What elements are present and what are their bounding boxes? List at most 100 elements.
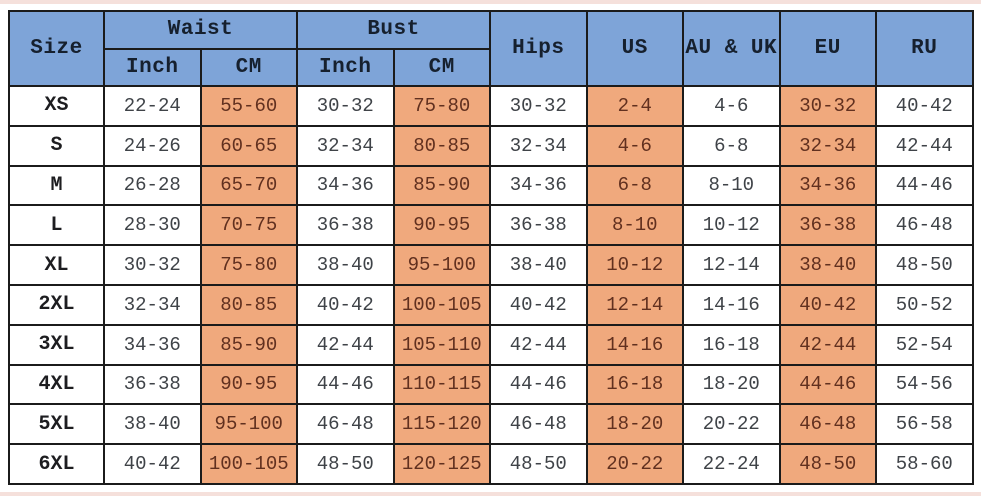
bust-inch-value: 36-38 — [296, 204, 395, 247]
header-bust-cm: CM — [392, 47, 492, 87]
au-uk-size-value: 22-24 — [682, 443, 781, 485]
bust-inch-value: 32-34 — [296, 124, 395, 167]
eu-size-value: 32-34 — [778, 124, 878, 167]
table-header: Size Waist Bust Hips US AU & UK EU RU In… — [8, 10, 974, 87]
au-uk-size-value: 12-14 — [682, 244, 781, 286]
waist-inch-value: 24-26 — [103, 124, 202, 167]
bust-inch-value: 30-32 — [296, 85, 395, 127]
table-row: 3XL 34-36 85-90 42-44 105-110 42-44 14-1… — [8, 323, 974, 366]
waist-cm-value: 100-105 — [199, 443, 299, 485]
us-size-value: 10-12 — [585, 244, 685, 286]
waist-cm-value: 75-80 — [199, 244, 299, 286]
us-size-value: 14-16 — [585, 323, 685, 366]
waist-inch-value: 26-28 — [103, 164, 202, 207]
hips-value: 32-34 — [489, 124, 588, 167]
waist-cm-value: 55-60 — [199, 85, 299, 127]
header-au-uk: AU & UK — [682, 10, 781, 87]
bust-inch-value: 48-50 — [296, 443, 395, 485]
size-label: 6XL — [8, 443, 105, 485]
us-size-value: 20-22 — [585, 443, 685, 485]
waist-inch-value: 22-24 — [103, 85, 202, 127]
bust-cm-value: 115-120 — [392, 403, 492, 446]
waist-cm-value: 70-75 — [199, 204, 299, 247]
us-size-value: 4-6 — [585, 124, 685, 167]
header-eu: EU — [778, 10, 878, 87]
table-row: 6XL 40-42 100-105 48-50 120-125 48-50 20… — [8, 443, 974, 485]
ru-size-value: 46-48 — [875, 204, 974, 247]
eu-size-value: 36-38 — [778, 204, 878, 247]
bust-cm-value: 80-85 — [392, 124, 492, 167]
bust-cm-value: 95-100 — [392, 244, 492, 286]
table-row: S 24-26 60-65 32-34 80-85 32-34 4-6 6-8 … — [8, 124, 974, 167]
ru-size-value: 42-44 — [875, 124, 974, 167]
bust-cm-value: 90-95 — [392, 204, 492, 247]
au-uk-size-value: 16-18 — [682, 323, 781, 366]
ru-size-value: 52-54 — [875, 323, 974, 366]
size-label: 2XL — [8, 283, 105, 326]
header-waist-inch: Inch — [103, 47, 202, 87]
eu-size-value: 30-32 — [778, 85, 878, 127]
size-label: XL — [8, 244, 105, 286]
au-uk-size-value: 18-20 — [682, 363, 781, 406]
eu-size-value: 42-44 — [778, 323, 878, 366]
eu-size-value: 44-46 — [778, 363, 878, 406]
us-size-value: 2-4 — [585, 85, 685, 127]
ru-size-value: 58-60 — [875, 443, 974, 485]
hips-value: 34-36 — [489, 164, 588, 207]
waist-cm-value: 80-85 — [199, 283, 299, 326]
table-row: 4XL 36-38 90-95 44-46 110-115 44-46 16-1… — [8, 363, 974, 406]
waist-inch-value: 38-40 — [103, 403, 202, 446]
bottom-edge-tint — [0, 492, 981, 496]
waist-inch-value: 40-42 — [103, 443, 202, 485]
waist-inch-value: 28-30 — [103, 204, 202, 247]
table-body: XS 22-24 55-60 30-32 75-80 30-32 2-4 4-6… — [8, 85, 974, 485]
hips-value: 30-32 — [489, 85, 588, 127]
header-row-2: Inch CM Inch CM — [9, 47, 973, 87]
ru-size-value: 44-46 — [875, 164, 974, 207]
eu-size-value: 34-36 — [778, 164, 878, 207]
bust-inch-value: 40-42 — [296, 283, 395, 326]
size-label: M — [8, 164, 105, 207]
waist-cm-value: 65-70 — [199, 164, 299, 207]
us-size-value: 6-8 — [585, 164, 685, 207]
eu-size-value: 38-40 — [778, 244, 878, 286]
us-size-value: 8-10 — [585, 204, 685, 247]
bust-inch-value: 46-48 — [296, 403, 395, 446]
top-edge-tint — [0, 0, 981, 4]
header-waist-cm: CM — [199, 47, 299, 87]
header-ru: RU — [875, 10, 974, 87]
ru-size-value: 54-56 — [875, 363, 974, 406]
waist-cm-value: 85-90 — [199, 323, 299, 366]
header-bust-inch: Inch — [296, 47, 395, 87]
bust-inch-value: 38-40 — [296, 244, 395, 286]
au-uk-size-value: 8-10 — [682, 164, 781, 207]
bust-inch-value: 42-44 — [296, 323, 395, 366]
size-conversion-table: Size Waist Bust Hips US AU & UK EU RU In… — [8, 10, 974, 485]
size-label: XS — [8, 85, 105, 127]
au-uk-size-value: 20-22 — [682, 403, 781, 446]
hips-value: 46-48 — [489, 403, 588, 446]
table-row: XS 22-24 55-60 30-32 75-80 30-32 2-4 4-6… — [8, 85, 974, 127]
waist-inch-value: 30-32 — [103, 244, 202, 286]
ru-size-value: 48-50 — [875, 244, 974, 286]
au-uk-size-value: 10-12 — [682, 204, 781, 247]
bust-cm-value: 85-90 — [392, 164, 492, 207]
size-label: 4XL — [8, 363, 105, 406]
table-row: L 28-30 70-75 36-38 90-95 36-38 8-10 10-… — [8, 204, 974, 247]
bust-cm-value: 110-115 — [392, 363, 492, 406]
waist-inch-value: 32-34 — [103, 283, 202, 326]
bust-cm-value: 120-125 — [392, 443, 492, 485]
header-us: US — [585, 10, 685, 87]
size-label: 3XL — [8, 323, 105, 366]
hips-value: 38-40 — [489, 244, 588, 286]
eu-size-value: 46-48 — [778, 403, 878, 446]
table-row: XL 30-32 75-80 38-40 95-100 38-40 10-12 … — [8, 244, 974, 286]
header-size: Size — [8, 10, 105, 87]
header-waist: Waist — [102, 10, 299, 50]
us-size-value: 18-20 — [585, 403, 685, 446]
bust-inch-value: 44-46 — [296, 363, 395, 406]
hips-value: 40-42 — [489, 283, 588, 326]
size-label: S — [8, 124, 105, 167]
header-row-1: Size Waist Bust Hips US AU & UK EU RU — [8, 10, 974, 87]
waist-cm-value: 60-65 — [199, 124, 299, 167]
